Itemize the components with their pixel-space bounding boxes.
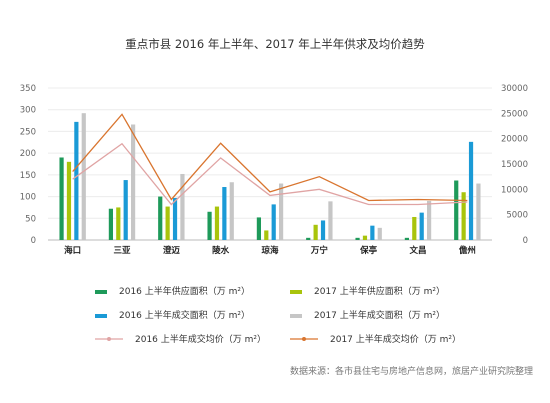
bar <box>172 197 178 240</box>
left-tick-label: 100 <box>20 193 36 203</box>
legend-label: 2017 上半年成交面积（万 m²） <box>314 309 445 321</box>
left-tick-label: 50 <box>25 214 36 224</box>
bar <box>454 180 459 240</box>
grid <box>48 87 492 241</box>
chart-title: 重点市县 2016 年上半年、2017 年上半年供求及均价趋势 <box>125 37 425 51</box>
category-label: 儋州 <box>459 245 476 256</box>
right-tick-label: 25000 <box>501 109 528 119</box>
bar <box>461 192 466 240</box>
bar <box>306 237 311 240</box>
bar <box>320 220 326 240</box>
bars <box>59 113 481 240</box>
bar <box>264 230 269 240</box>
legend-label: 2016 上半年成交面积（万 m²） <box>119 309 250 321</box>
legend-swatch <box>290 290 302 294</box>
bar <box>468 141 474 240</box>
bar <box>81 113 86 240</box>
right-tick-label: 0 <box>523 236 528 246</box>
bar <box>59 157 64 240</box>
bar <box>419 212 424 240</box>
category-label: 澄迈 <box>163 245 181 256</box>
category-label: 万宁 <box>310 245 329 256</box>
legend: 2016 上半年供应面积（万 m²） 2017 上半年供应面积（万 m²） 2016… <box>95 285 461 345</box>
bar <box>404 237 409 240</box>
left-tick-label: 150 <box>20 171 36 181</box>
bar <box>180 173 185 240</box>
right-tick-label: 30000 <box>501 84 528 94</box>
bar <box>222 187 227 240</box>
category-label: 保亭 <box>359 245 378 256</box>
lines <box>72 113 468 206</box>
series-line <box>72 113 468 202</box>
category-label: 三亚 <box>113 246 131 256</box>
bar <box>412 216 417 240</box>
bar <box>362 235 368 240</box>
legend-label: 2016 上半年成交均价（万 m²） <box>135 333 266 345</box>
bar <box>108 208 113 240</box>
left-tick-label: 350 <box>20 84 36 94</box>
legend-swatch <box>290 314 302 318</box>
legend-label: 2017 上半年成交均价（万 m²） <box>330 333 461 345</box>
left-tick-label: 250 <box>20 127 36 137</box>
bar <box>123 180 128 240</box>
bar <box>370 225 375 240</box>
legend-label: 2016 上半年供应面积（万 m²） <box>119 285 250 297</box>
bar <box>207 211 212 240</box>
right-axis: 0 5000 10000 15000 20000 25000 30000 <box>501 84 528 246</box>
left-axis: 0 50 100 150 200 250 300 350 <box>20 84 36 246</box>
bar <box>131 124 136 240</box>
right-tick-label: 5000 <box>506 211 528 221</box>
bar <box>165 206 170 240</box>
category-label: 海口 <box>64 245 81 256</box>
bar <box>271 204 276 240</box>
bar <box>66 161 72 240</box>
bar <box>116 207 121 240</box>
left-tick-label: 0 <box>31 236 36 246</box>
category-labels: 海口 三亚 澄迈 陵水 琼海 万宁 保亭 文昌 儋州 <box>64 245 476 256</box>
legend-marker <box>107 337 111 341</box>
bar <box>377 227 382 240</box>
left-tick-label: 300 <box>20 106 36 116</box>
left-tick-label: 200 <box>20 149 36 159</box>
bar <box>74 121 79 240</box>
bar <box>214 206 220 240</box>
legend-swatch <box>95 314 107 318</box>
right-tick-label: 15000 <box>501 160 528 170</box>
legend-swatch <box>95 290 107 294</box>
series-line <box>72 142 468 206</box>
legend-marker <box>302 337 306 341</box>
bar <box>229 182 234 240</box>
source-note: 数据来源：各市县住宅与房地产信息网，旅居产业研究院整理 <box>290 365 533 377</box>
bar <box>256 217 261 240</box>
bar <box>476 183 481 240</box>
category-label: 琼海 <box>261 245 279 256</box>
bar <box>427 200 432 240</box>
bar <box>158 196 163 240</box>
bar <box>313 224 318 240</box>
right-tick-label: 10000 <box>501 185 528 195</box>
right-tick-label: 20000 <box>501 135 528 145</box>
category-label: 文昌 <box>409 245 426 256</box>
bar <box>355 237 360 240</box>
category-label: 陵水 <box>212 245 230 256</box>
legend-label: 2017 上半年供应面积（万 m²） <box>314 285 445 297</box>
bar <box>328 201 333 240</box>
bar <box>279 183 284 240</box>
